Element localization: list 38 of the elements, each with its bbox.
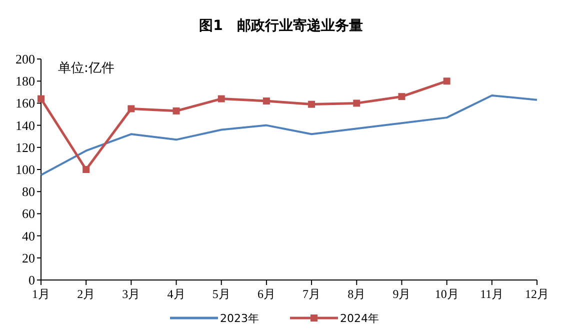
x-tick-label: 12月 <box>525 287 549 301</box>
point <box>308 100 316 108</box>
y-tick-label: 120 <box>16 140 35 155</box>
x-tick-label: 5月 <box>212 287 230 301</box>
x-tick-label: 7月 <box>302 287 321 301</box>
x-tick-label: 2月 <box>77 287 96 301</box>
x-tick-label: 1月 <box>32 287 50 301</box>
y-tick-label: 80 <box>22 184 35 200</box>
x-tick-label: 4月 <box>167 287 186 301</box>
y-tick-label: 200 <box>16 52 35 66</box>
x-tick-label: 9月 <box>392 287 411 301</box>
point <box>353 100 360 107</box>
point <box>172 107 180 114</box>
point <box>82 166 90 173</box>
y-tick-label: 0 <box>28 272 35 288</box>
y-tick-label: 140 <box>16 118 35 133</box>
x-tick-label: 3月 <box>122 287 140 301</box>
point <box>128 105 135 112</box>
chart-title: 图1 邮政行业寄递业务量 <box>199 17 363 34</box>
y-tick-label: 60 <box>22 206 35 222</box>
point <box>443 78 450 85</box>
y-tick-label: 100 <box>16 162 35 177</box>
x-tick-label: 6月 <box>257 287 276 301</box>
point <box>218 95 225 102</box>
legend-label: 2024年 <box>340 312 379 325</box>
point <box>38 95 44 102</box>
y-tick-label: 180 <box>16 74 35 89</box>
y-tick-label: 20 <box>22 250 35 266</box>
y-tick-label: 160 <box>16 96 35 111</box>
line-series <box>40 94 538 176</box>
x-tick-label: 11月 <box>480 287 504 301</box>
point <box>262 97 270 104</box>
x-tick-label: 10月 <box>434 287 459 301</box>
x-tick-label: 8月 <box>348 287 366 301</box>
point <box>398 93 406 100</box>
y-tick-label: 40 <box>22 228 35 244</box>
legend-label: 2023年 <box>220 312 259 325</box>
annotation: 单位:亿件 <box>58 61 114 76</box>
